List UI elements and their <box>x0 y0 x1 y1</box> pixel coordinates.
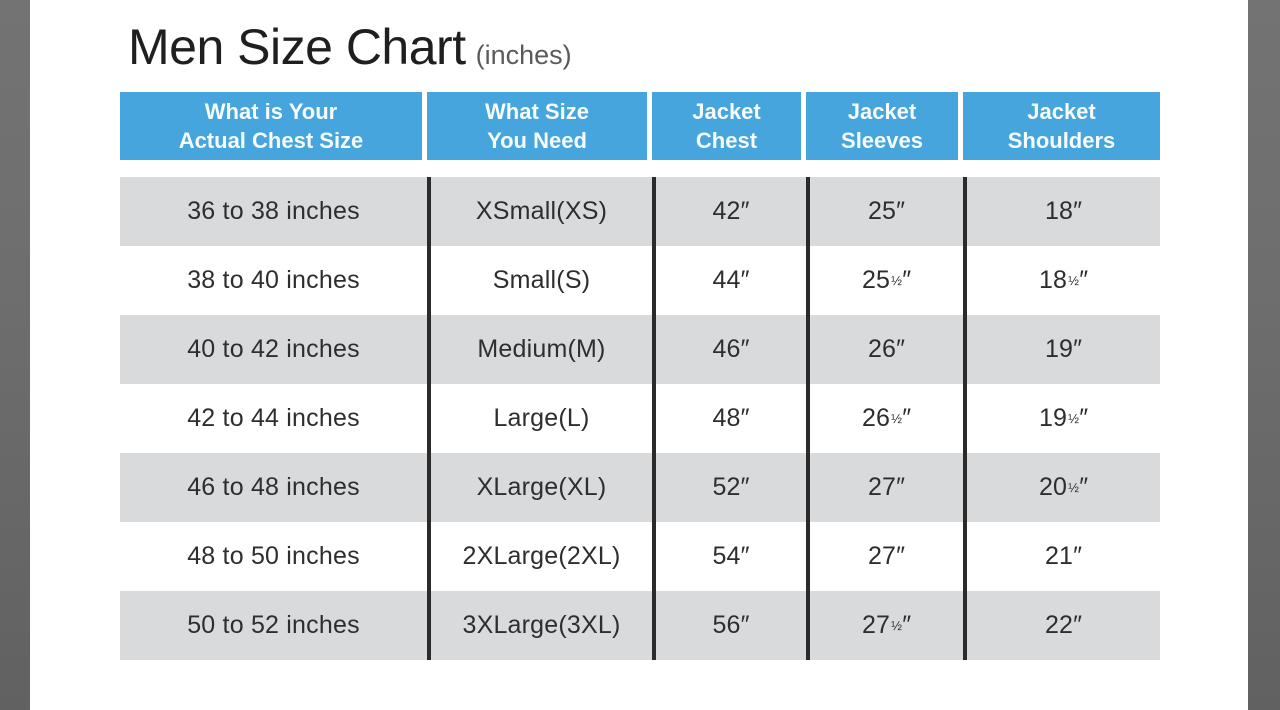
table-cell: 27 ″ <box>806 522 963 591</box>
table-cell: 50 to 52 inches <box>187 611 360 639</box>
table-row: 38 to 40 inches Small(S) 44 ″ 25 ½ ″ 18 ½ ″ <box>120 246 1160 315</box>
table-cell: 18 ½ ″ <box>963 246 1160 315</box>
table-cell: 26 ″ <box>806 315 963 384</box>
table-cell: 48 ″ <box>652 384 806 453</box>
table-cell: 20 ½ ″ <box>963 453 1160 522</box>
table-row: 36 to 38 inches XSmall(XS) 42 ″ 25 ″ 18 ″ <box>120 177 1160 246</box>
men-size-chart-table: What is Your Actual Chest Size What Size Yo… <box>120 92 1160 660</box>
table-cell: 3XLarge(3XL) <box>427 591 652 660</box>
table-cell: 44 ″ <box>652 246 806 315</box>
table-cell: 2XLarge(2XL) <box>427 522 652 591</box>
table-cell: 36 to 38 inches <box>187 197 360 225</box>
column-header: What is Your Actual Chest Size <box>120 92 427 160</box>
table-cell: 26 ½ ″ <box>806 384 963 453</box>
table-cell: 19 ″ <box>963 315 1160 384</box>
table-cell: XSmall(XS) <box>427 177 652 246</box>
table-cell: 48 to 50 inches <box>187 542 360 570</box>
table-cell: 46 ″ <box>652 315 806 384</box>
table-cell: 18 ″ <box>963 177 1160 246</box>
table-cell: Medium(M) <box>427 315 652 384</box>
table-cell: 42 ″ <box>652 177 806 246</box>
page-title: Men Size Chart <box>128 19 466 75</box>
column-header: Jacket Sleeves <box>806 92 963 160</box>
table-row: 48 to 50 inches 2XLarge(2XL) 54 ″ 27 ″ 21 ″ <box>120 522 1160 591</box>
table-cell: 27 ½ ″ <box>806 591 963 660</box>
table-cell: Large(L) <box>427 384 652 453</box>
table-cell: 22 ″ <box>963 591 1160 660</box>
left-edge-bar <box>0 0 30 710</box>
size-chart-panel: Men Size Chart (inches) What is Your Actua… <box>120 0 1160 660</box>
title-row: Men Size Chart (inches) <box>128 18 1160 76</box>
table-row: 50 to 52 inches 3XLarge(3XL) 56 ″ 27 ½ ″ 22 ″ <box>120 591 1160 660</box>
table-header-row: What is Your Actual Chest Size What Size Yo… <box>120 92 1160 160</box>
column-header: Jacket Chest <box>652 92 806 160</box>
column-header: What Size You Need <box>427 92 652 160</box>
table-cell: 25 ″ <box>806 177 963 246</box>
table-body: 36 to 38 inches XSmall(XS) 42 ″ 25 ″ 18 ″ 38 to … <box>120 177 1160 660</box>
table-row: 46 to 48 inches XLarge(XL) 52 ″ 27 ″ 20 ½ ″ <box>120 453 1160 522</box>
right-edge-bar <box>1248 0 1280 710</box>
table-cell: XLarge(XL) <box>427 453 652 522</box>
table-cell: 38 to 40 inches <box>187 266 360 294</box>
table-cell: 46 to 48 inches <box>187 473 360 501</box>
table-row: 42 to 44 inches Large(L) 48 ″ 26 ½ ″ 19 ½ ″ <box>120 384 1160 453</box>
table-cell: 25 ½ ″ <box>806 246 963 315</box>
table-cell: 42 to 44 inches <box>187 404 360 432</box>
table-cell: Small(S) <box>427 246 652 315</box>
page-title-units: (inches) <box>475 40 572 70</box>
table-cell: 54 ″ <box>652 522 806 591</box>
table-cell: 40 to 42 inches <box>187 335 360 363</box>
table-cell: 52 ″ <box>652 453 806 522</box>
table-cell: 27 ″ <box>806 453 963 522</box>
table-cell: 56 ″ <box>652 591 806 660</box>
table-cell: 19 ½ ″ <box>963 384 1160 453</box>
table-cell: 21 ″ <box>963 522 1160 591</box>
table-row: 40 to 42 inches Medium(M) 46 ″ 26 ″ 19 ″ <box>120 315 1160 384</box>
column-header: Jacket Shoulders <box>963 92 1160 160</box>
